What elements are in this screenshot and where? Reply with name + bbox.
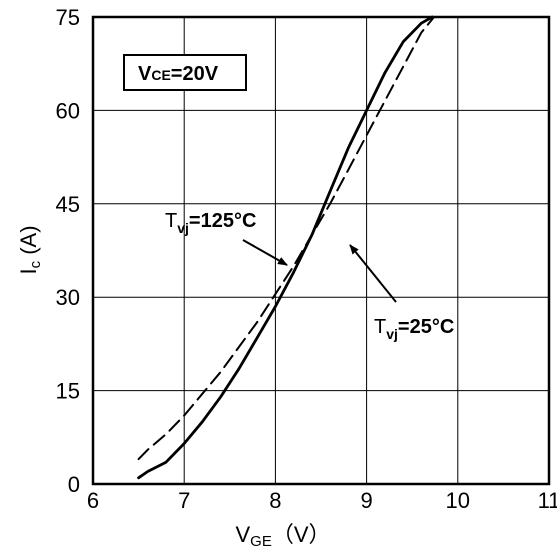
x-tick-label: 7: [178, 488, 190, 513]
y-axis-label-sub: c: [27, 260, 44, 268]
y-tick-label: 75: [56, 5, 80, 30]
label-25c-main: T: [374, 316, 386, 338]
series-layer: [137, 15, 436, 480]
arrow-125c: [242, 239, 288, 266]
series-line-25c: [137, 15, 434, 480]
x-tick-label: 6: [87, 488, 99, 513]
y-axis-label-main: I: [16, 268, 41, 274]
y-tick-labels: 0 15 30 45 60 75: [56, 5, 80, 497]
x-tick-labels: 6 7 8 9 10 11: [87, 488, 557, 513]
series-line-125c: [137, 16, 436, 461]
condition-sub: CE: [151, 67, 170, 83]
condition-main: V: [138, 63, 152, 85]
y-tick-label: 60: [56, 98, 80, 123]
y-axis-label-suffix: (A): [16, 225, 41, 260]
condition-suffix: =20V: [171, 63, 219, 85]
arrow-25c: [349, 244, 397, 303]
y-tick-label: 0: [68, 472, 80, 497]
x-axis-label-main: V: [235, 522, 250, 547]
x-tick-label: 10: [446, 488, 470, 513]
y-tick-label: 45: [56, 192, 80, 217]
label-25c-sub: vj: [386, 326, 398, 342]
grid: [93, 17, 549, 484]
plot-area: [91, 15, 551, 486]
annotation-125c: Tvj=125°C: [165, 210, 288, 266]
label-25c-suffix: =25°C: [398, 316, 454, 338]
label-125c-sub: vj: [177, 220, 189, 236]
x-axis-label: VGE（V）: [235, 522, 330, 550]
x-tick-label: 11: [538, 488, 557, 513]
condition-label: VCE=20V: [138, 63, 219, 85]
x-tick-label: 9: [360, 488, 372, 513]
x-tick-label: 8: [269, 488, 281, 513]
label-125c-main: T: [165, 210, 177, 232]
x-axis-label-suffix: （V）: [272, 522, 331, 547]
y-tick-label: 15: [56, 379, 80, 404]
condition-box: VCE=20V: [123, 54, 247, 91]
y-axis-label: Ic (A): [16, 225, 44, 274]
label-125c: Tvj=125°C: [165, 210, 256, 236]
y-tick-label: 30: [56, 285, 80, 310]
x-axis-label-sub: GE: [250, 533, 272, 550]
annotation-25c: Tvj=25°C: [349, 244, 454, 342]
label-25c: Tvj=25°C: [374, 316, 454, 342]
label-125c-suffix: =125°C: [189, 210, 257, 232]
